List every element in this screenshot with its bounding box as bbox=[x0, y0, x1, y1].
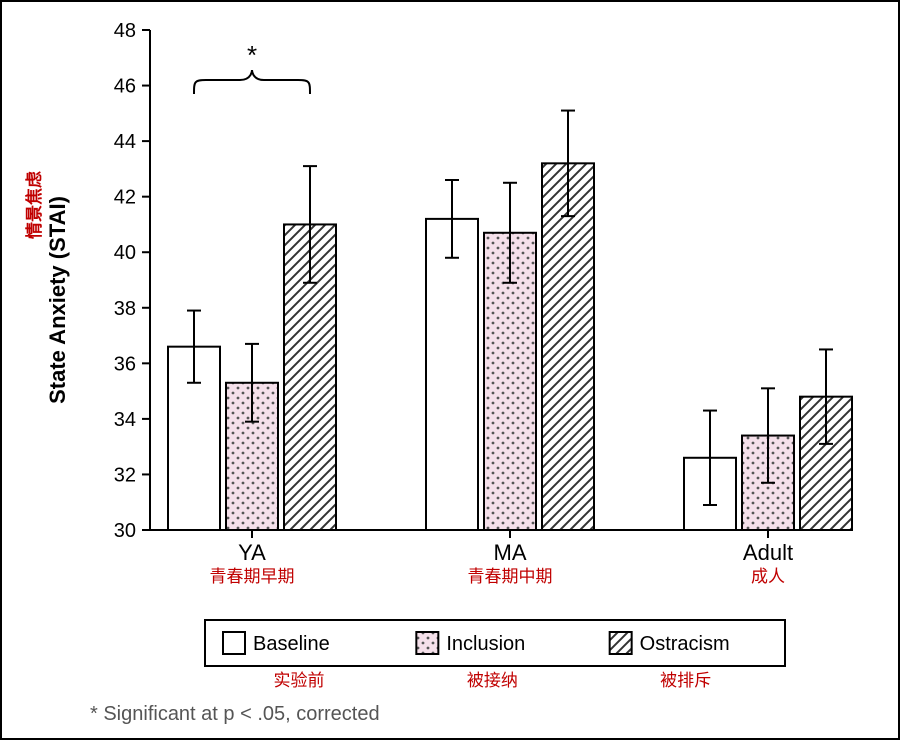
y-tick-label: 36 bbox=[114, 353, 136, 375]
y-tick-label: 38 bbox=[114, 298, 136, 320]
significance-star: * bbox=[247, 40, 257, 70]
y-tick-label: 34 bbox=[114, 409, 136, 431]
legend-swatch-ostracism bbox=[610, 632, 632, 654]
legend-label-zh-inclusion: 被接纳 bbox=[467, 671, 518, 690]
y-tick-label: 46 bbox=[114, 76, 136, 98]
y-tick-label: 40 bbox=[114, 242, 136, 264]
y-tick-label: 42 bbox=[114, 187, 136, 209]
y-axis-title-en: State Anxiety (STAI) bbox=[45, 196, 70, 404]
legend-label-zh-baseline: 实验前 bbox=[274, 671, 325, 690]
footnote: * Significant at p < .05, corrected bbox=[90, 703, 380, 725]
legend-label-zh-ostracism: 被排斥 bbox=[660, 671, 711, 690]
legend-label-inclusion: Inclusion bbox=[446, 633, 525, 655]
bar-MA-ostracism bbox=[542, 163, 594, 530]
y-tick-label: 32 bbox=[114, 464, 136, 486]
x-label-MA: MA bbox=[494, 540, 527, 565]
legend-swatch-inclusion bbox=[416, 632, 438, 654]
y-tick-label: 30 bbox=[114, 520, 136, 542]
legend-label-ostracism: Ostracism bbox=[640, 633, 730, 655]
legend-label-baseline: Baseline bbox=[253, 633, 330, 655]
legend-swatch-baseline bbox=[223, 632, 245, 654]
y-tick-label: 44 bbox=[114, 131, 136, 153]
significance-bracket bbox=[194, 70, 310, 94]
x-label-zh-Adult: 成人 bbox=[751, 567, 785, 586]
x-label-YA: YA bbox=[238, 540, 266, 565]
bar-MA-baseline bbox=[426, 219, 478, 530]
y-axis-title-zh: 情景焦虑 bbox=[24, 171, 44, 239]
x-label-zh-MA: 青春期中期 bbox=[468, 567, 553, 586]
x-label-zh-YA: 青春期早期 bbox=[210, 567, 295, 586]
x-label-Adult: Adult bbox=[743, 540, 793, 565]
y-tick-label: 48 bbox=[114, 20, 136, 42]
